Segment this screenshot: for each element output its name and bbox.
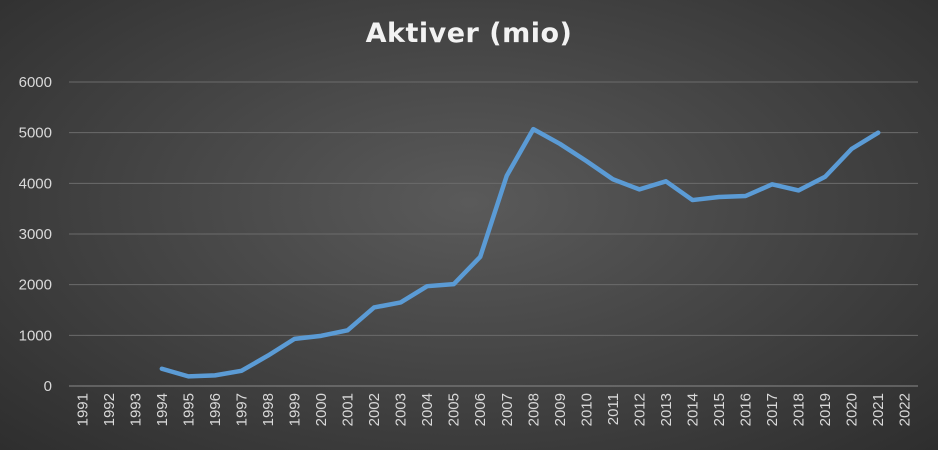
x-tick-label: 2007 <box>499 393 516 426</box>
x-tick-label: 1994 <box>154 393 171 426</box>
x-tick-label: 2014 <box>684 393 701 426</box>
x-tick-label: 2010 <box>578 393 595 426</box>
x-tick-label: 2022 <box>897 393 914 426</box>
x-tick-label: 1991 <box>74 393 91 426</box>
x-tick-label: 2000 <box>313 393 330 426</box>
x-tick-label: 2012 <box>631 393 648 426</box>
x-tick-label: 1997 <box>233 393 250 426</box>
chart-title: Aktiver (mio) <box>365 18 573 49</box>
y-tick-label: 1000 <box>19 327 52 344</box>
x-tick-label: 1999 <box>287 393 304 426</box>
x-tick-label: 2011 <box>605 393 622 425</box>
x-tick-label: 2013 <box>658 393 675 426</box>
x-tick-label: 2005 <box>446 393 463 426</box>
y-tick-label: 2000 <box>19 277 52 294</box>
x-tick-label: 2003 <box>393 393 410 426</box>
series-line <box>159 126 881 379</box>
y-tick-label: 4000 <box>19 175 52 192</box>
x-tick-label: 2008 <box>525 393 542 426</box>
x-tick-label: 1993 <box>127 393 144 426</box>
x-tick-label: 2020 <box>844 393 861 426</box>
x-tick-label: 2021 <box>870 393 887 426</box>
y-tick-label: 3000 <box>19 226 52 243</box>
x-tick-label: 2016 <box>738 393 755 426</box>
x-tick-label: 2017 <box>764 393 781 426</box>
x-tick-label: 2002 <box>366 393 383 426</box>
x-tick-label: 2006 <box>472 393 489 426</box>
x-tick-label: 1998 <box>260 393 277 426</box>
x-tick-label: 2009 <box>552 393 569 426</box>
x-tick-label: 2019 <box>817 393 834 426</box>
x-tick-label: 2001 <box>340 393 357 426</box>
x-tick-label: 2004 <box>419 393 436 426</box>
y-tick-label: 0 <box>44 378 52 395</box>
x-tick-label: 2015 <box>711 393 728 426</box>
y-tick-label: 5000 <box>19 125 52 142</box>
x-tick-label: 2018 <box>791 393 808 426</box>
x-tick-label: 1996 <box>207 393 224 426</box>
y-tick-label: 6000 <box>19 74 52 91</box>
x-tick-label: 1995 <box>180 393 197 426</box>
x-tick-label: 1992 <box>101 393 118 426</box>
